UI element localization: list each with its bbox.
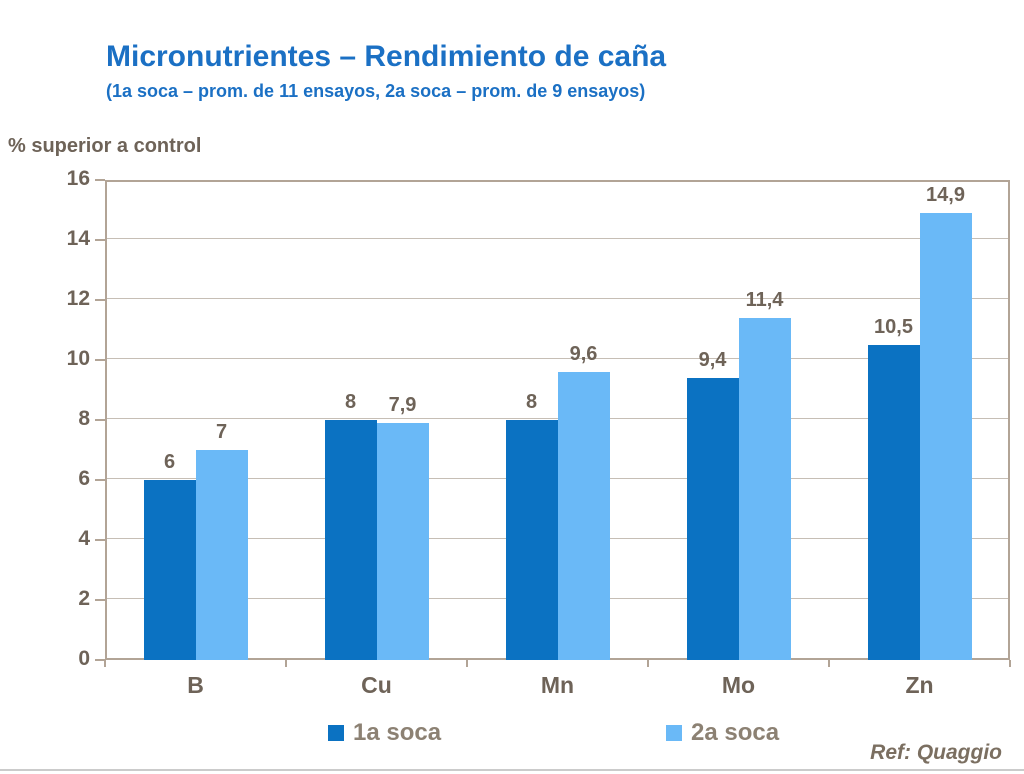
bar-value-2a-soca-Mo: 11,4 — [745, 289, 784, 311]
y-tick-mark-0 — [95, 659, 105, 661]
bar-value-2a-soca-B: 7 — [215, 421, 228, 443]
gridline-12 — [107, 298, 1008, 299]
x-category-label-B: B — [187, 672, 204, 698]
x-category-label-Mo: Mo — [721, 672, 756, 698]
bar-1a-soca-Mo — [686, 378, 739, 660]
bar-value-1a-soca-Zn: 10,5 — [874, 316, 913, 338]
x-category-label-Cu: Cu — [361, 672, 392, 698]
y-tick-mark-6 — [95, 479, 105, 481]
y-tick-mark-12 — [95, 299, 105, 301]
y-tick-mark-2 — [95, 599, 105, 601]
reference-note: Ref: Quaggio — [870, 741, 1002, 764]
x-category-label-Zn: Zn — [905, 672, 934, 698]
bar-2a-soca-Cu — [376, 423, 429, 660]
legend-label-1a-soca: 1a soca — [353, 719, 442, 746]
bottom-rule — [0, 769, 1024, 771]
bar-1a-soca-Cu — [324, 420, 377, 660]
legend-item-1a-soca: 1a soca — [328, 719, 441, 747]
bar-2a-soca-Mo — [738, 318, 791, 660]
y-tick-label-12: 12 — [66, 287, 90, 310]
bar-value-1a-soca-Mo: 9,4 — [698, 349, 727, 371]
bar-2a-soca-Zn — [919, 213, 972, 660]
y-tick-mark-10 — [95, 359, 105, 361]
legend-swatch-1a-soca — [328, 725, 344, 741]
y-tick-label-0: 0 — [78, 647, 90, 670]
y-axis-title: % superior a control — [8, 135, 202, 157]
x-tick-mark-4 — [828, 660, 830, 667]
x-tick-mark-2 — [466, 660, 468, 667]
x-category-label-Mn: Mn — [540, 672, 575, 698]
gridline-14 — [107, 238, 1008, 239]
bar-1a-soca-Zn — [867, 345, 920, 660]
bar-value-2a-soca-Cu: 7,9 — [388, 394, 417, 416]
y-tick-mark-16 — [95, 179, 105, 181]
bar-2a-soca-B — [195, 450, 248, 660]
y-tick-mark-4 — [95, 539, 105, 541]
chart-title: Micronutrientes – Rendimiento de caña — [106, 40, 667, 73]
y-tick-label-8: 8 — [78, 407, 90, 430]
y-tick-mark-8 — [95, 419, 105, 421]
legend-item-2a-soca: 2a soca — [666, 719, 779, 747]
bar-value-1a-soca-B: 6 — [163, 451, 176, 473]
y-tick-label-10: 10 — [66, 347, 90, 370]
legend-swatch-2a-soca — [666, 725, 682, 741]
bar-1a-soca-B — [143, 480, 196, 660]
bar-1a-soca-Mn — [505, 420, 558, 660]
y-tick-label-2: 2 — [78, 587, 90, 610]
x-tick-mark-5 — [1009, 660, 1011, 667]
y-tick-label-16: 16 — [66, 167, 90, 190]
bar-2a-soca-Mn — [557, 372, 610, 660]
legend-label-2a-soca: 2a soca — [691, 719, 780, 746]
y-tick-label-14: 14 — [66, 227, 90, 250]
x-tick-mark-0 — [104, 660, 106, 667]
bar-value-1a-soca-Mn: 8 — [525, 391, 538, 413]
chart-subtitle: (1a soca – prom. de 11 ensayos, 2a soca … — [106, 81, 646, 101]
bar-value-1a-soca-Cu: 8 — [344, 391, 357, 413]
bar-value-2a-soca-Mn: 9,6 — [569, 343, 598, 365]
y-tick-mark-14 — [95, 239, 105, 241]
y-tick-label-4: 4 — [78, 527, 90, 550]
y-tick-label-6: 6 — [78, 467, 90, 490]
x-tick-mark-3 — [647, 660, 649, 667]
bar-value-2a-soca-Zn: 14,9 — [926, 184, 965, 206]
gridline-10 — [107, 358, 1008, 359]
x-tick-mark-1 — [285, 660, 287, 667]
